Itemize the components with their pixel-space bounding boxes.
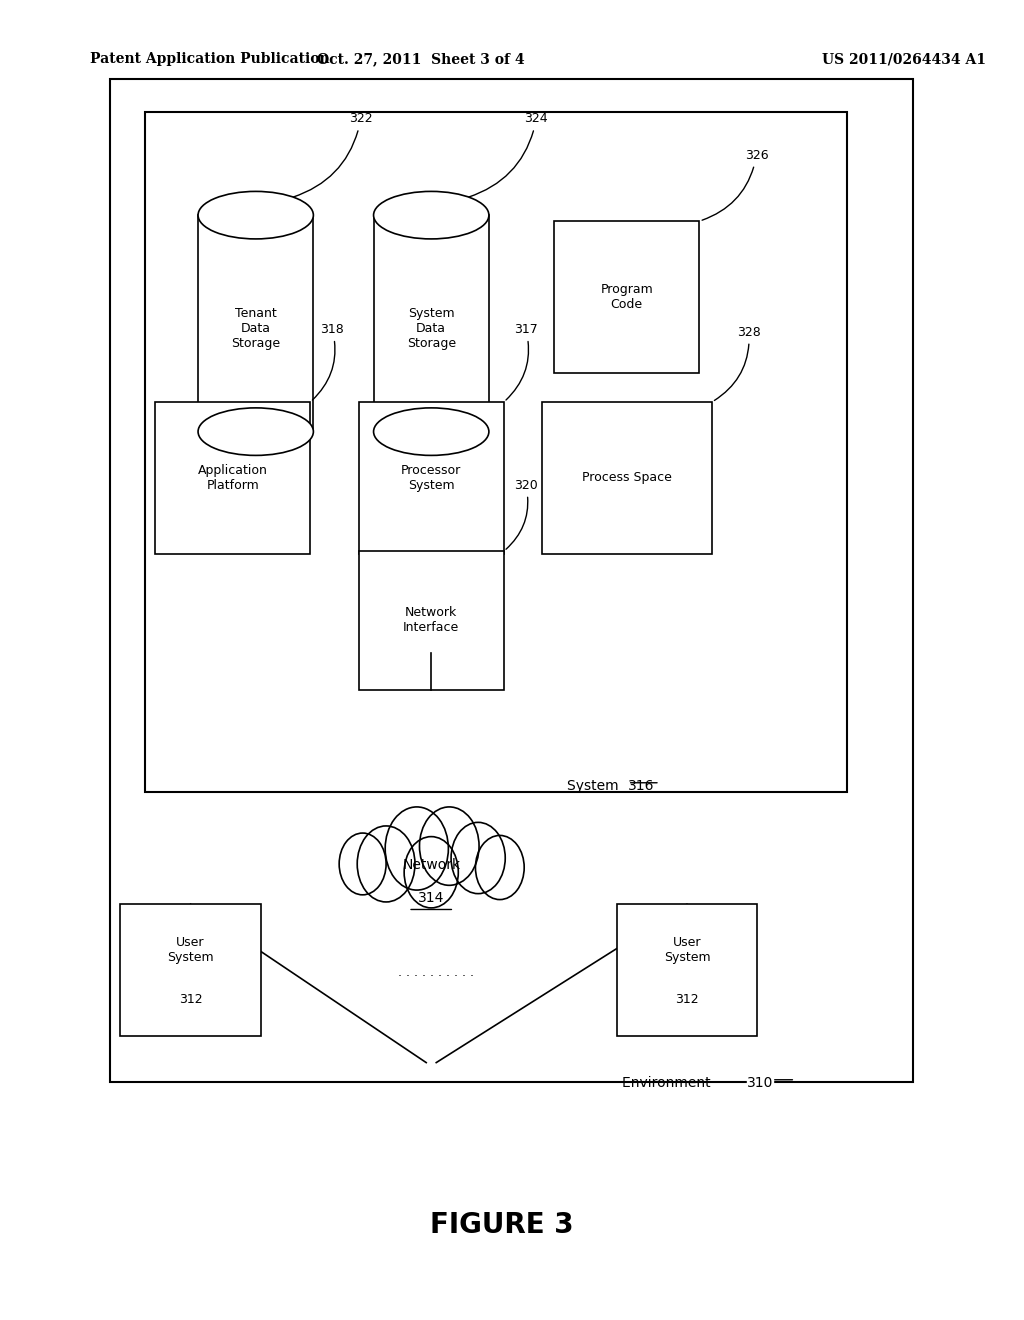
Text: Application
Platform: Application Platform: [198, 463, 267, 492]
Text: Network
Interface: Network Interface: [403, 606, 460, 635]
Bar: [145, 112, 848, 792]
Text: 310: 310: [748, 1076, 773, 1090]
Text: Network: Network: [402, 858, 460, 871]
Text: Tenant
Data
Storage: Tenant Data Storage: [231, 306, 281, 350]
Text: Patent Application Publication: Patent Application Publication: [90, 53, 330, 66]
Bar: [198, 215, 313, 432]
Text: System
Data
Storage: System Data Storage: [407, 306, 456, 350]
Ellipse shape: [198, 191, 313, 239]
Text: Oct. 27, 2011  Sheet 3 of 4: Oct. 27, 2011 Sheet 3 of 4: [317, 53, 525, 66]
Text: 312: 312: [179, 993, 203, 1006]
Bar: [121, 904, 261, 1036]
Text: Processor
System: Processor System: [401, 463, 462, 492]
Bar: [358, 552, 504, 689]
Text: 322: 322: [293, 112, 373, 197]
Text: . . . . . . . . . .: . . . . . . . . . .: [398, 966, 474, 979]
Circle shape: [475, 836, 524, 900]
Text: Process Space: Process Space: [582, 471, 672, 484]
Circle shape: [452, 822, 505, 894]
Ellipse shape: [374, 191, 488, 239]
Text: 314: 314: [418, 891, 444, 904]
Bar: [358, 401, 504, 554]
Text: 317: 317: [506, 323, 538, 400]
Text: 328: 328: [715, 326, 761, 400]
Text: Environment: Environment: [622, 1076, 715, 1090]
Text: FIGURE 3: FIGURE 3: [430, 1210, 573, 1239]
Bar: [616, 904, 757, 1036]
Text: 316: 316: [628, 779, 654, 793]
Text: System: System: [566, 779, 623, 793]
Circle shape: [357, 826, 415, 902]
Text: User
System: User System: [664, 936, 711, 965]
Text: 324: 324: [468, 112, 548, 197]
Text: 326: 326: [702, 149, 768, 220]
Bar: [111, 79, 912, 1082]
Text: Program
Code: Program Code: [600, 282, 653, 312]
Circle shape: [404, 837, 459, 908]
Bar: [374, 215, 488, 432]
Text: 312: 312: [675, 993, 698, 1006]
Text: 318: 318: [312, 323, 344, 400]
Text: User
System: User System: [167, 936, 214, 965]
Bar: [554, 220, 699, 372]
Text: 320: 320: [506, 479, 538, 549]
Circle shape: [339, 833, 386, 895]
Ellipse shape: [198, 408, 313, 455]
Bar: [155, 401, 310, 554]
Text: US 2011/0264434 A1: US 2011/0264434 A1: [822, 53, 986, 66]
Circle shape: [385, 807, 449, 890]
Circle shape: [420, 807, 479, 886]
Bar: [542, 401, 712, 554]
Ellipse shape: [374, 408, 488, 455]
